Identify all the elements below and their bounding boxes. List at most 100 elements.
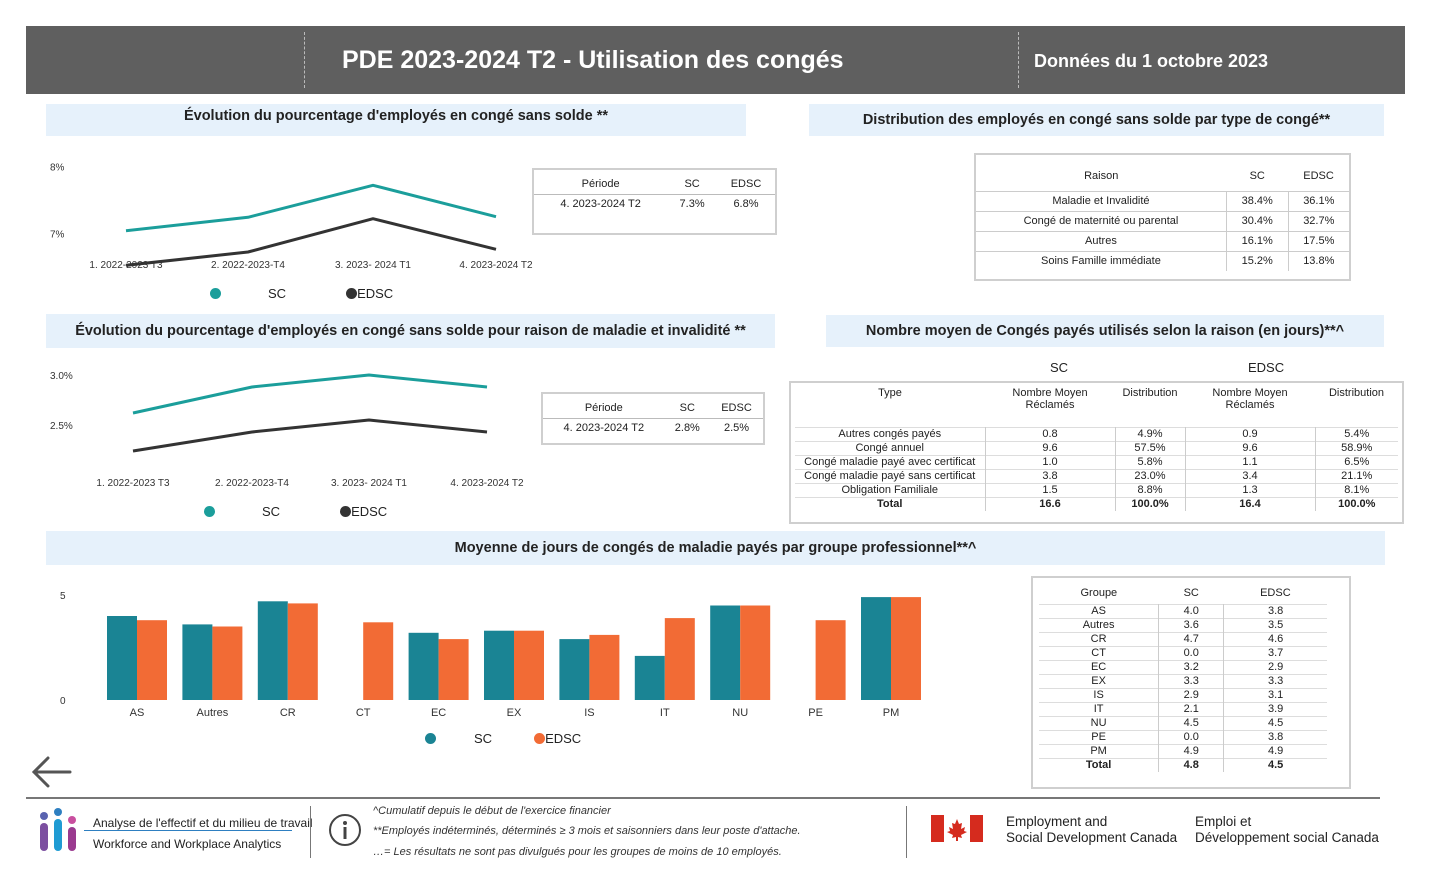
x-tick-label: EX <box>507 707 522 719</box>
table-cell: 21.1% <box>1315 468 1398 483</box>
table-row: IS 2.9 3.1 <box>1039 687 1327 702</box>
page-header: PDE 2023-2024 T2 - Utilisation des congé… <box>26 26 1405 94</box>
bar-edsc <box>514 630 544 700</box>
th-periode: Période <box>543 398 665 419</box>
wwa-logo-icon <box>40 808 76 851</box>
legend-sc-label: SC <box>268 286 287 301</box>
table-cell: IS <box>1039 687 1160 702</box>
table-cell: 0.0 <box>1158 729 1225 744</box>
table-cell: EC <box>1039 659 1160 674</box>
th-sc: SC <box>1183 586 1199 599</box>
bar-edsc <box>363 622 394 700</box>
table-cell: 4.7 <box>1158 631 1225 646</box>
dept-name-fr: Emploi et Développement social Canada <box>1195 814 1379 845</box>
legend-sc-dot <box>210 288 221 299</box>
logo-rule <box>84 830 292 831</box>
td-periode: 4. 2023-2024 T2 <box>563 422 645 435</box>
bar-sc <box>559 639 590 700</box>
table-cell: 4.5 <box>1223 757 1327 772</box>
cell-raison: Autres <box>976 230 1227 251</box>
bar-edsc <box>664 618 695 700</box>
table-cell: 4.6 <box>1223 631 1327 646</box>
footnote-cumulative: ^Cumulatif depuis le début de l'exercice… <box>373 805 611 817</box>
table-cell: 9.6 <box>1185 440 1316 455</box>
legend-edsc-dot <box>346 288 358 299</box>
x-tick-label: 2. 2022-2023-T4 <box>215 478 289 489</box>
th-edsc-distribution: Distribution <box>1328 387 1385 399</box>
table-group: Groupe SC EDSC AS 4.0 3.8 Autres 3.6 3.5 CR 4.7 4.… <box>1031 576 1351 789</box>
table-cell: 4.9 <box>1158 743 1225 758</box>
legend-edsc-label: EDSC <box>351 504 388 519</box>
table-cell: 9.6 <box>985 440 1116 455</box>
dept-name-en: Employment and Social Development Canada <box>1006 814 1178 845</box>
bar-sc <box>107 616 137 700</box>
th-groupe: Groupe <box>1080 586 1118 599</box>
table-cell: 3.3 <box>1223 673 1327 688</box>
legend-edsc-label: EDSC <box>545 731 582 746</box>
table-row: PM 4.9 4.9 <box>1039 743 1327 758</box>
table-cell: 4.9% <box>1115 426 1186 441</box>
table-cell: CT <box>1039 645 1160 660</box>
x-tick-label: 1. 2022-2023 T3 <box>96 478 170 489</box>
section-title-sick-days: Moyenne de jours de congés de maladie pa… <box>46 531 1385 565</box>
cell-edsc: 32.7% <box>1288 210 1349 231</box>
x-tick-label: EC <box>431 707 446 719</box>
cell-raison: Congé de maternité ou parental <box>976 210 1227 231</box>
back-arrow-icon[interactable] <box>28 752 74 792</box>
cell-sc: 30.4% <box>1226 210 1289 231</box>
footer-separator <box>310 806 311 858</box>
x-tick-label: CR <box>280 707 296 719</box>
th-sc: SC <box>664 398 711 419</box>
x-tick-label: PE <box>808 707 823 719</box>
table-cell: 4.9 <box>1223 743 1327 758</box>
table-cell: 16.6 <box>985 496 1116 511</box>
series-line-edsc <box>132 418 488 453</box>
table-cell: 100.0% <box>1115 496 1186 511</box>
x-tick-label: CT <box>356 707 371 719</box>
canada-flag-icon <box>931 815 983 842</box>
table-cell: 3.1 <box>1223 687 1327 702</box>
table-cell: Autres <box>1039 617 1160 632</box>
th-sc: SC <box>1249 169 1265 182</box>
section-title-unpaid-leave: Évolution du pourcentage d'employés en c… <box>46 104 746 136</box>
td-sc: 7.3% <box>679 198 705 211</box>
cell-sc: 15.2% <box>1226 250 1289 271</box>
th-edsc: EDSC <box>1303 169 1334 182</box>
table-cell: Total <box>1039 757 1160 772</box>
legend-chart3: SC EDSC <box>425 731 581 746</box>
bar-edsc <box>891 597 921 700</box>
x-tick-label: AS <box>130 707 145 719</box>
table-cell: 8.1% <box>1315 482 1398 497</box>
x-tick-label: IT <box>660 707 670 719</box>
table-cell: Congé maladie payé avec certificat <box>795 454 986 469</box>
table-paid-leave: Type Nombre Moyen Réclamés Distribution … <box>789 381 1404 524</box>
footnote-employees: **Employés indéterminés, déterminés ≥ 3 … <box>373 825 801 837</box>
table-cell: 2.9 <box>1158 687 1225 702</box>
info-icon <box>329 814 361 846</box>
section-title-distribution: Distribution des employés en congé sans … <box>809 104 1384 136</box>
table-cell: 3.8 <box>1223 603 1327 618</box>
bar-sc <box>484 630 514 700</box>
group-label-edsc: EDSC <box>1248 360 1285 375</box>
bar-edsc <box>212 626 243 700</box>
y-tick-label: 5 <box>60 591 66 602</box>
legend-sc-dot <box>204 506 215 517</box>
th-edsc: EDSC <box>1260 586 1291 599</box>
table-cell: NU <box>1039 715 1160 730</box>
y-tick-label: 7% <box>50 229 65 240</box>
bar-edsc <box>815 620 846 700</box>
series-line-sc <box>132 373 488 415</box>
table-cell: 1.0 <box>985 454 1116 469</box>
x-tick-label: IS <box>584 707 594 719</box>
legend-chart2: SC EDSC <box>204 504 387 519</box>
table-cell: 23.0% <box>1115 468 1186 483</box>
cell-sc: 38.4% <box>1226 190 1289 211</box>
bar-sc <box>408 632 439 700</box>
bar-edsc <box>137 620 167 700</box>
table-cell: CR <box>1039 631 1160 646</box>
y-tick-label: 2.5% <box>50 421 73 432</box>
y-tick-label: 8% <box>50 163 65 174</box>
table-cell: AS <box>1039 603 1160 618</box>
table-cell: 0.8 <box>985 426 1116 441</box>
table-row: Congé maladie payé avec certificat 1.0 5.8… <box>795 454 1398 469</box>
